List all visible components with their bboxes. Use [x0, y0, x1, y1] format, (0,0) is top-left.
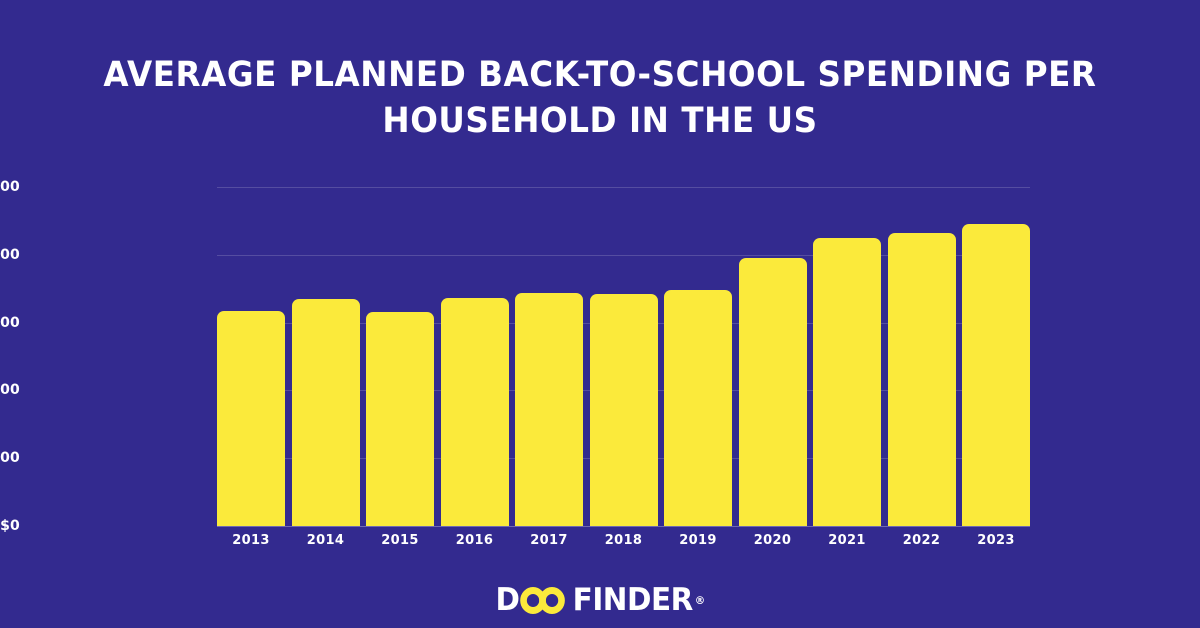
- bar-2022[interactable]: [887, 233, 956, 526]
- gridline: [217, 254, 1030, 256]
- x-axis-tick-label-2013: 2013: [232, 533, 270, 548]
- bar-2015[interactable]: [366, 312, 434, 526]
- logo-letter-d: D: [495, 581, 520, 618]
- bar-2017[interactable]: [515, 292, 583, 526]
- x-axis-tick-label-2017: 2017: [530, 533, 568, 548]
- page-title: AVERAGE PLANNED BACK-TO-SCHOOL SPENDING …: [60, 52, 1140, 144]
- logo-wordmark: FINDER: [572, 581, 694, 618]
- x-axis-tick-label-2022: 2022: [902, 533, 941, 548]
- bar-2020[interactable]: [738, 258, 807, 526]
- y-axis-tick-label: $600: [0, 314, 20, 331]
- x-axis-tick-label-2018: 2018: [604, 533, 643, 548]
- gridline: [217, 526, 1030, 527]
- x-axis-tick-label-2019: 2019: [679, 533, 717, 548]
- logo-ring-right-icon: [539, 586, 565, 614]
- chart-bars: [217, 187, 1030, 526]
- y-axis-tick-label: $0: [0, 518, 20, 534]
- bar-2014[interactable]: [291, 299, 360, 526]
- logo-registered-mark: ®: [694, 593, 705, 607]
- bar-2016[interactable]: [440, 297, 509, 526]
- x-axis-tick-label-2014: 2014: [306, 533, 345, 548]
- gridline: [217, 187, 1030, 188]
- y-axis-tick-label: $800: [0, 246, 20, 263]
- logo-rings-icon: [520, 585, 571, 616]
- bar-2021[interactable]: [813, 238, 881, 526]
- bar-2013[interactable]: [217, 310, 285, 526]
- x-axis-tick-label-2023: 2023: [977, 533, 1015, 548]
- y-axis-tick-label: $400: [0, 382, 20, 399]
- bar-2023[interactable]: [962, 224, 1030, 526]
- x-axis-tick-label-2016: 2016: [455, 533, 494, 548]
- bar-2019[interactable]: [664, 289, 732, 526]
- bar-2018[interactable]: [589, 293, 658, 526]
- y-axis-tick-label: $200: [0, 450, 20, 467]
- x-axis-tick-label-2020: 2020: [753, 533, 792, 548]
- x-axis-tick-label-2021: 2021: [828, 533, 866, 548]
- x-axis-tick-label-2015: 2015: [381, 533, 419, 548]
- title-line-2: HOUSEHOLD IN THE US: [382, 101, 818, 141]
- title-line-1: AVERAGE PLANNED BACK-TO-SCHOOL SPENDING …: [103, 55, 1097, 95]
- brand-logo: D FINDER ®: [0, 580, 1200, 620]
- y-axis-tick-label: $1,000: [0, 179, 20, 195]
